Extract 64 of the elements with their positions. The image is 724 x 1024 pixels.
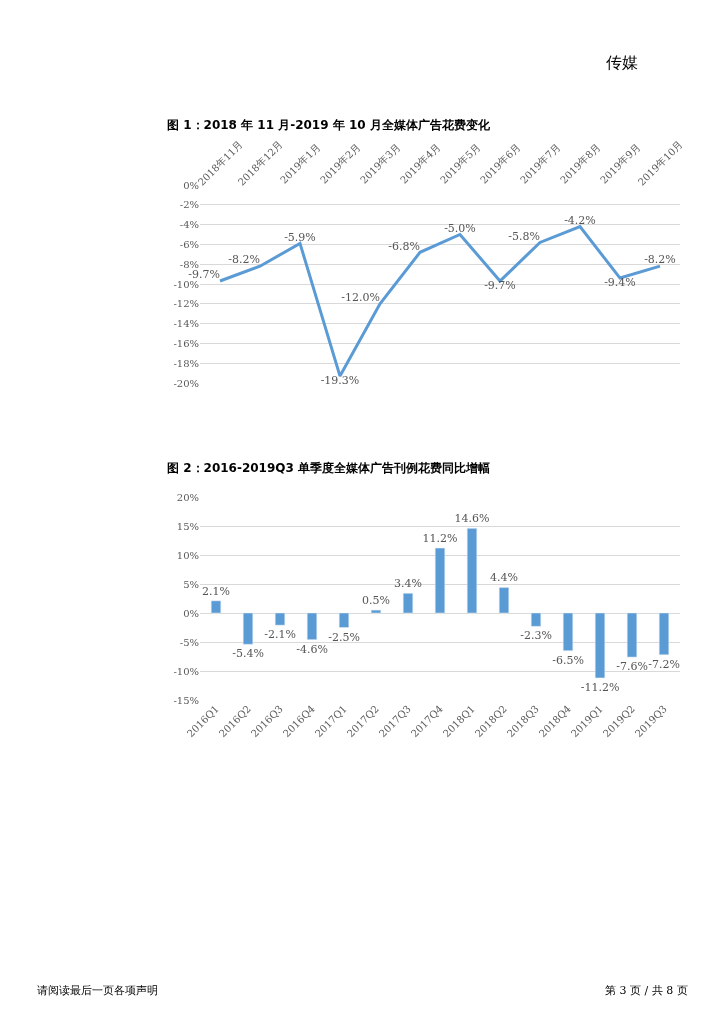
- bar: [530, 612, 542, 627]
- y-tick-label: 0%: [183, 607, 199, 619]
- bar: [466, 528, 478, 614]
- bar: [434, 547, 446, 614]
- bar: [498, 587, 510, 614]
- y-tick-label: -2%: [179, 199, 199, 211]
- data-label: 3.4%: [394, 577, 422, 591]
- bar: [658, 612, 670, 656]
- data-label: 2.1%: [202, 584, 230, 598]
- y-tick-label: -6%: [179, 238, 199, 250]
- text: 第 3 页 / 共 8 页: [605, 984, 688, 997]
- y-tick-label: -20%: [173, 377, 199, 389]
- y-tick-label: -10%: [173, 665, 199, 677]
- chart-title: 图 1：2018 年 11 月-2019 年 10 月全媒体广告花费变化: [167, 118, 491, 132]
- bar: [594, 612, 606, 679]
- data-label: -4.2%: [564, 213, 596, 227]
- bar: [626, 612, 638, 658]
- data-label: -6.5%: [552, 653, 584, 667]
- y-tick-label: -4%: [179, 219, 199, 231]
- data-label: -12.0%: [341, 291, 380, 305]
- chart-title: 图 2：2016-2019Q3 单季度全媒体广告刊例花费同比增幅: [167, 461, 491, 475]
- data-label: -2.3%: [520, 629, 552, 643]
- bar: [242, 612, 254, 645]
- y-tick-label: -15%: [173, 694, 199, 706]
- bar: [210, 600, 222, 614]
- y-tick-label: -18%: [173, 357, 199, 369]
- y-tick-label: 5%: [183, 578, 199, 590]
- data-label: -19.3%: [320, 374, 360, 388]
- bar: [370, 609, 382, 614]
- y-tick-label: 10%: [176, 549, 199, 561]
- y-tick-label: 15%: [176, 520, 199, 532]
- data-label: -2.5%: [328, 630, 360, 644]
- y-tick-label: 0%: [183, 179, 199, 191]
- data-label: -9.7%: [484, 279, 516, 293]
- y-tick-label: -12%: [173, 298, 199, 310]
- data-label: -5.0%: [444, 221, 476, 235]
- data-label: 14.6%: [454, 512, 490, 526]
- text: 请阅读最后一页各项声明: [37, 984, 158, 997]
- data-label: 0.5%: [362, 594, 390, 608]
- y-tick-label: 20%: [176, 491, 199, 503]
- data-label: -5.8%: [508, 229, 540, 243]
- data-label: -4.6%: [296, 642, 328, 656]
- data-label: -2.1%: [264, 628, 296, 642]
- bar: [338, 612, 350, 628]
- data-label: -6.8%: [388, 239, 420, 253]
- y-tick-label: -8%: [179, 258, 199, 270]
- data-label: 4.4%: [490, 571, 518, 585]
- text: 传媒: [606, 53, 638, 72]
- data-label: -8.2%: [644, 253, 676, 267]
- y-tick-label: -14%: [173, 318, 199, 330]
- data-label: -8.2%: [228, 253, 260, 267]
- data-label: -7.2%: [648, 657, 680, 671]
- data-label: -7.6%: [616, 660, 648, 674]
- y-tick-label: -16%: [173, 337, 199, 349]
- data-label: -5.4%: [232, 647, 264, 661]
- bar: [306, 612, 318, 640]
- data-label: -11.2%: [580, 680, 620, 694]
- data-label: -5.9%: [284, 230, 316, 244]
- data-label: 11.2%: [422, 532, 458, 546]
- data-label: -9.4%: [604, 276, 636, 290]
- bar: [562, 612, 574, 651]
- bar: [274, 612, 286, 626]
- bar: [402, 593, 414, 614]
- y-tick-label: -5%: [179, 636, 199, 648]
